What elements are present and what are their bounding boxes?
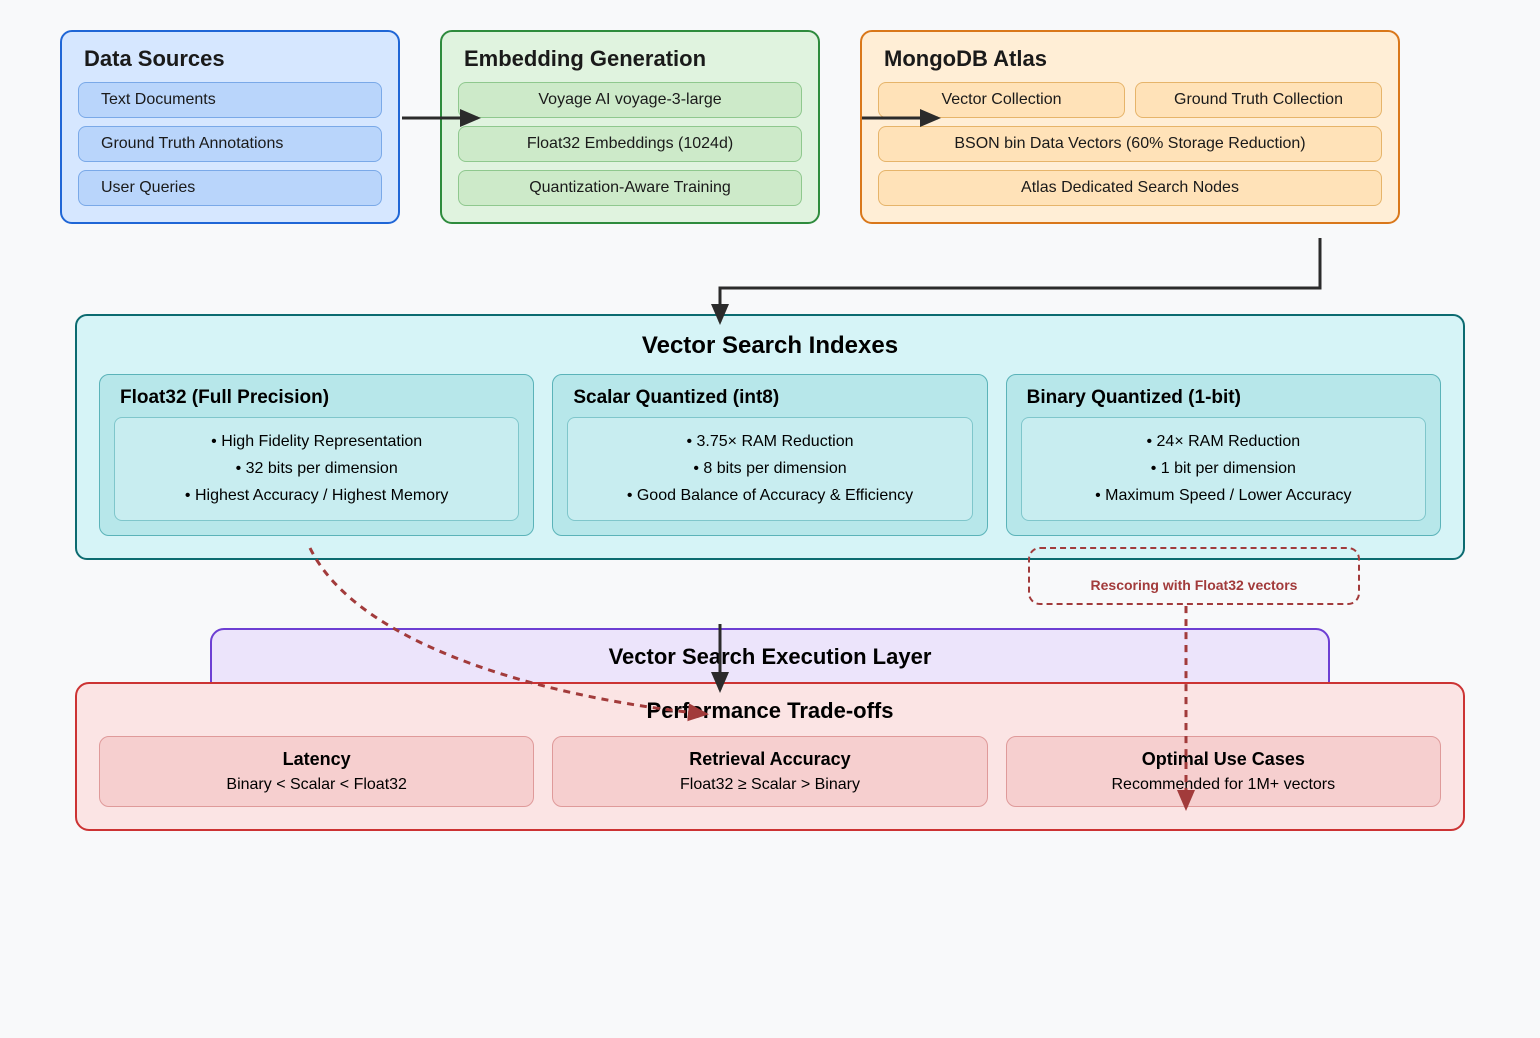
scl-b1: • 8 bits per dimension: [582, 455, 957, 482]
atlas-row1: Vector Collection Ground Truth Collectio…: [878, 82, 1382, 118]
atlas-block: MongoDB Atlas Vector Collection Ground T…: [860, 30, 1400, 224]
row-top: Data Sources Text Documents Ground Truth…: [60, 30, 1480, 224]
index-scalar-inner: • 3.75× RAM Reduction • 8 bits per dimen…: [567, 417, 972, 521]
f32-b1: • 32 bits per dimension: [129, 455, 504, 482]
perf-accuracy: Retrieval Accuracy Float32 ≥ Scalar > Bi…: [552, 736, 987, 807]
ds-item-2: User Queries: [78, 170, 382, 206]
indexes-title: Vector Search Indexes: [99, 332, 1441, 360]
embedding-chips: Voyage AI voyage-3-large Float32 Embeddi…: [458, 82, 802, 206]
perf-lat-title: Latency: [114, 749, 519, 770]
scl-b2: • Good Balance of Accuracy & Efficiency: [582, 482, 957, 509]
indexes-block: Vector Search Indexes Float32 (Full Prec…: [75, 314, 1465, 560]
bin-b2-t: Maximum Speed / Lower Accuracy: [1105, 487, 1351, 504]
eg-item-2: Quantization-Aware Training: [458, 170, 802, 206]
f32-b2-t: Highest Accuracy / Highest Memory: [195, 487, 448, 504]
perf-use-body: Recommended for 1M+ vectors: [1021, 776, 1426, 794]
scl-b1-t: 8 bits per dimension: [703, 460, 846, 477]
f32-b2: • Highest Accuracy / Highest Memory: [129, 482, 504, 509]
index-binary-title: Binary Quantized (1-bit): [1021, 387, 1426, 409]
bin-b1: • 1 bit per dimension: [1036, 455, 1411, 482]
bin-b0-t: 24× RAM Reduction: [1157, 433, 1301, 450]
data-sources-title: Data Sources: [78, 46, 382, 72]
perf-block: Performance Trade-offs Latency Binary < …: [75, 682, 1465, 831]
atlas-chips: Vector Collection Ground Truth Collectio…: [878, 82, 1382, 206]
index-binary-inner: • 24× RAM Reduction • 1 bit per dimensio…: [1021, 417, 1426, 521]
data-sources-chips: Text Documents Ground Truth Annotations …: [78, 82, 382, 206]
perf-acc-body: Float32 ≥ Scalar > Binary: [567, 776, 972, 794]
index-float32: Float32 (Full Precision) • High Fidelity…: [99, 374, 534, 536]
atlas-r2: BSON bin Data Vectors (60% Storage Reduc…: [878, 126, 1382, 162]
data-sources-block: Data Sources Text Documents Ground Truth…: [60, 30, 400, 224]
index-binary: Binary Quantized (1-bit) • 24× RAM Reduc…: [1006, 374, 1441, 536]
eg-item-0: Voyage AI voyage-3-large: [458, 82, 802, 118]
atlas-r1-0: Vector Collection: [878, 82, 1125, 118]
f32-b0-t: High Fidelity Representation: [221, 433, 422, 450]
scl-b0: • 3.75× RAM Reduction: [582, 428, 957, 455]
ds-item-0: Text Documents: [78, 82, 382, 118]
exec-title: Vector Search Execution Layer: [609, 644, 932, 669]
index-scalar-title: Scalar Quantized (int8): [567, 387, 972, 409]
perf-acc-title: Retrieval Accuracy: [567, 749, 972, 770]
eg-item-1: Float32 Embeddings (1024d): [458, 126, 802, 162]
index-float32-title: Float32 (Full Precision): [114, 387, 519, 409]
f32-b0: • High Fidelity Representation: [129, 428, 504, 455]
scl-b2-t: Good Balance of Accuracy & Efficiency: [637, 487, 913, 504]
perf-latency: Latency Binary < Scalar < Float32: [99, 736, 534, 807]
f32-b1-t: 32 bits per dimension: [246, 460, 398, 477]
embedding-title: Embedding Generation: [458, 46, 802, 72]
perf-usecases: Optimal Use Cases Recommended for 1M+ ve…: [1006, 736, 1441, 807]
ds-item-1: Ground Truth Annotations: [78, 126, 382, 162]
atlas-r3: Atlas Dedicated Search Nodes: [878, 170, 1382, 206]
bin-b1-t: 1 bit per dimension: [1161, 460, 1296, 477]
index-float32-inner: • High Fidelity Representation • 32 bits…: [114, 417, 519, 521]
embedding-block: Embedding Generation Voyage AI voyage-3-…: [440, 30, 820, 224]
atlas-r1-1: Ground Truth Collection: [1135, 82, 1382, 118]
perf-title: Performance Trade-offs: [99, 698, 1441, 724]
perf-row: Latency Binary < Scalar < Float32 Retrie…: [99, 736, 1441, 807]
index-scalar: Scalar Quantized (int8) • 3.75× RAM Redu…: [552, 374, 987, 536]
scl-b0-t: 3.75× RAM Reduction: [697, 433, 854, 450]
perf-use-title: Optimal Use Cases: [1021, 749, 1426, 770]
perf-lat-body: Binary < Scalar < Float32: [114, 776, 519, 794]
bin-b0: • 24× RAM Reduction: [1036, 428, 1411, 455]
bin-b2: • Maximum Speed / Lower Accuracy: [1036, 482, 1411, 509]
indexes-row: Float32 (Full Precision) • High Fidelity…: [99, 374, 1441, 536]
atlas-title: MongoDB Atlas: [878, 46, 1382, 72]
